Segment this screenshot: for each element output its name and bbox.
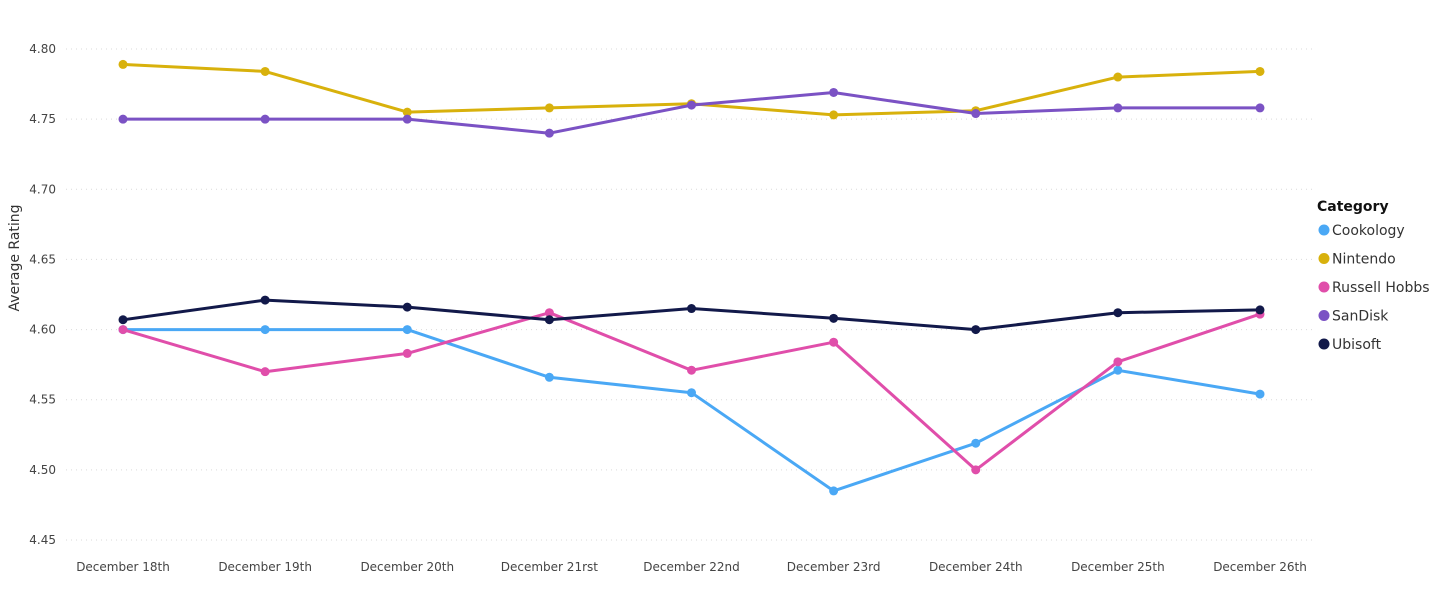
legend-marker [1318, 253, 1330, 264]
x-axis-ticks: December 18th December 19th December 20th D… [76, 560, 1307, 574]
legend-item-label: Cookology [1332, 223, 1405, 239]
data-point [1255, 389, 1265, 399]
legend-marker [1318, 310, 1330, 321]
data-point [829, 486, 839, 496]
data-point [1113, 72, 1123, 82]
data-point [118, 315, 128, 325]
data-point [1255, 66, 1265, 76]
legend-title: Category [1317, 199, 1389, 215]
data-point [1255, 103, 1265, 113]
legend-marker [1318, 338, 1330, 350]
data-point [544, 308, 554, 318]
legend-item-label: Russell Hobbs [1332, 280, 1430, 296]
data-point [1113, 308, 1123, 318]
series-line [121, 328, 1262, 493]
y-tick-label: 4.65 [29, 252, 56, 266]
x-tick-label: December 23rd [787, 560, 881, 574]
series-line [121, 91, 1262, 135]
data-point [402, 114, 412, 124]
legend-item-label: Ubisoft [1332, 337, 1382, 353]
data-point [402, 302, 412, 312]
data-point [402, 325, 412, 335]
data-point [260, 295, 270, 305]
legend-item-label: SanDisk [1332, 309, 1389, 325]
data-point [971, 465, 981, 475]
data-point [971, 325, 981, 335]
y-tick-label: 4.55 [29, 393, 56, 407]
series-ubisoft [118, 295, 1265, 335]
data-point [687, 304, 696, 314]
y-tick-label: 4.75 [29, 112, 56, 126]
series-russell-hobbs [118, 308, 1265, 475]
data-point [544, 372, 554, 382]
x-tick-label: December 25th [1071, 560, 1165, 574]
series-nintendo [118, 59, 1265, 120]
data-point [687, 365, 696, 375]
data-point [118, 325, 128, 335]
data-point [402, 348, 412, 358]
x-tick-label: December 26th [1213, 560, 1307, 574]
data-point [544, 315, 554, 325]
data-point [260, 66, 270, 76]
data-point [118, 114, 128, 124]
y-tick-label: 4.45 [29, 533, 56, 547]
x-tick-label: December 19th [218, 560, 312, 574]
data-point [1113, 357, 1123, 367]
y-axis-title: Average Rating [7, 204, 23, 311]
y-tick-label: 4.80 [29, 42, 56, 56]
data-point [829, 337, 839, 347]
x-tick-label: December 18th [76, 560, 170, 574]
data-point [829, 313, 839, 323]
series-sandisk [118, 87, 1265, 138]
data-point [1113, 103, 1123, 113]
data-point [687, 388, 696, 398]
data-point [544, 103, 554, 113]
data-point [829, 87, 839, 97]
data-point [1255, 305, 1265, 315]
grid [66, 48, 1312, 541]
x-tick-label: December 24th [929, 560, 1023, 574]
x-tick-label: December 20th [360, 560, 454, 574]
data-point [260, 367, 270, 377]
series [118, 59, 1265, 496]
data-point [118, 59, 128, 69]
data-point [544, 128, 554, 138]
y-tick-label: 4.50 [29, 463, 56, 477]
y-axis-ticks: 4.45 4.50 4.55 4.60 4.65 4.70 4.75 4.80 [29, 42, 56, 547]
series-cookology [118, 325, 1265, 496]
data-point [687, 100, 696, 110]
legend-marker [1318, 281, 1330, 293]
x-tick-label: December 21rst [501, 560, 598, 574]
legend-marker [1318, 224, 1330, 236]
data-point [1113, 365, 1123, 375]
legend-item-label: Nintendo [1332, 252, 1396, 268]
data-point [829, 110, 839, 120]
data-point [260, 114, 270, 124]
x-tick-label: December 22nd [643, 560, 740, 574]
y-tick-label: 4.70 [29, 182, 56, 196]
data-point [971, 438, 981, 448]
y-tick-label: 4.60 [29, 323, 56, 337]
data-point [402, 107, 412, 117]
legend: Category Cookology Nintendo Russell Hobbs S… [1317, 199, 1430, 353]
data-point [971, 109, 981, 119]
data-point [260, 325, 270, 335]
